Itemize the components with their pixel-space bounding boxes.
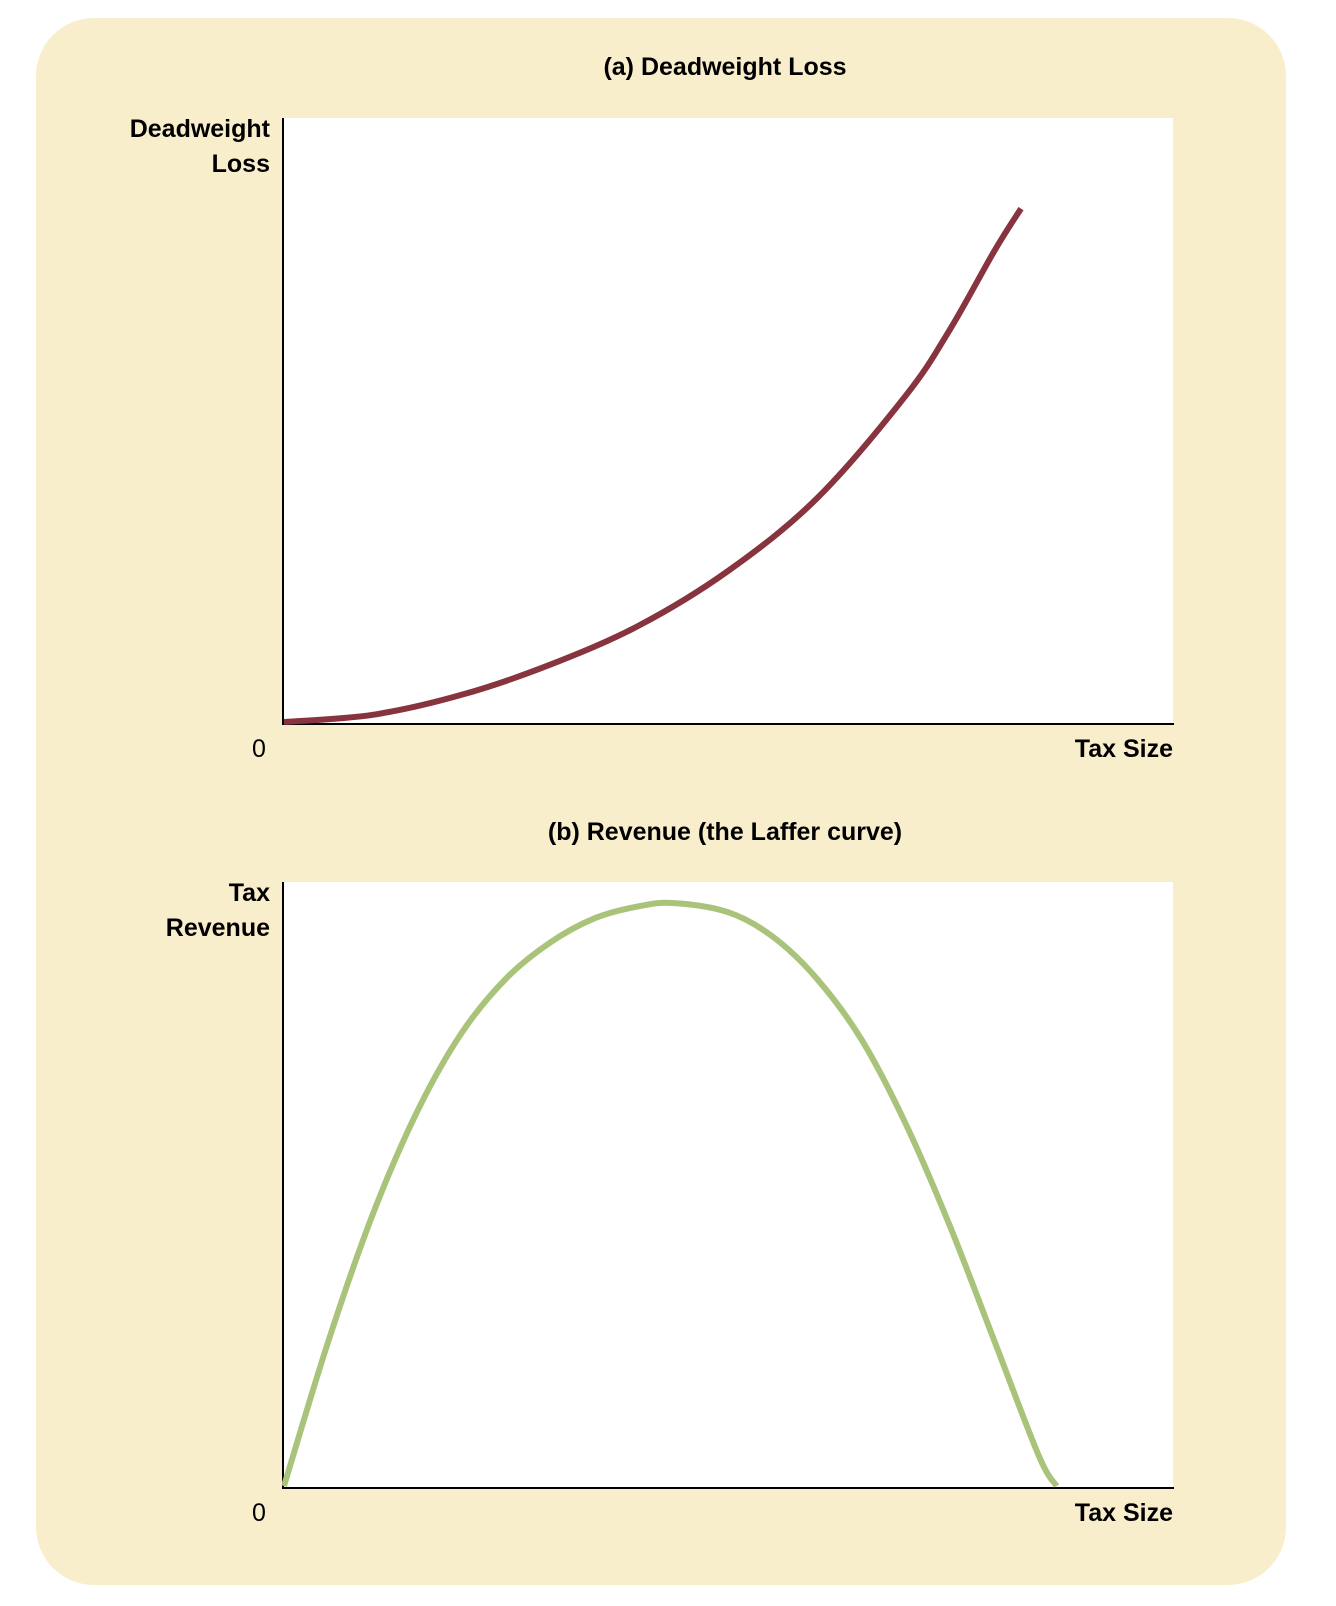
- panel-a-series-line-0: [283, 207, 1024, 725]
- panel-a-ylabel: Deadweight Loss: [70, 112, 270, 182]
- panel-a-plot-area: [283, 118, 1173, 724]
- panel-a-xlabel: Tax Size: [1074, 735, 1173, 763]
- panel-a-title: (a) Deadweight Loss: [603, 53, 847, 81]
- panel-b-ylabel-line-1: Tax: [228, 879, 270, 907]
- panel-a-origin-label: 0: [252, 735, 266, 763]
- panel-b-title: (b) Revenue (the Laffer curve): [547, 818, 903, 846]
- panel-b-plot: [282, 882, 1174, 1489]
- panel-b-ylabel: Tax Revenue: [70, 876, 270, 946]
- panel-a-ylabel-line-2: Loss: [211, 150, 270, 178]
- panel-b-ylabel-line-2: Revenue: [165, 914, 270, 942]
- panel-a-ylabel-line-1: Deadweight: [129, 115, 270, 143]
- panel-b-origin-label: 0: [252, 1499, 266, 1527]
- panel-a-plot: [282, 118, 1174, 725]
- panel-b-plot-area: [283, 882, 1173, 1488]
- panel-b-xlabel: Tax Size: [1074, 1499, 1173, 1527]
- panel-b-series-line-0: [282, 899, 1060, 1488]
